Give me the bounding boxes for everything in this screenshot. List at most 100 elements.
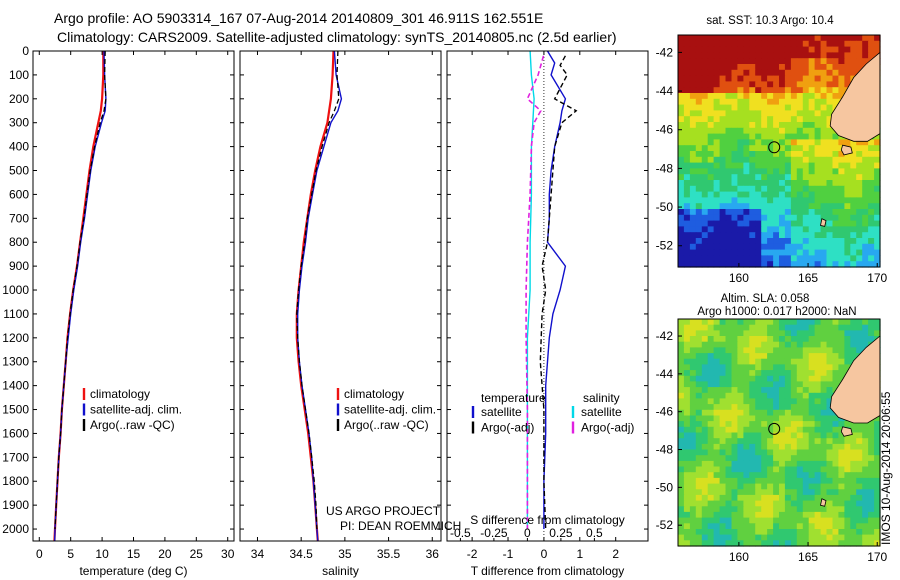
map-cell — [701, 494, 709, 502]
map-cell — [856, 214, 863, 222]
y-tick-label: 1600 — [2, 426, 29, 440]
map-cell — [773, 398, 780, 405]
map-cell — [713, 324, 721, 331]
map-cell — [713, 500, 721, 507]
map-cell — [701, 133, 709, 140]
map-cell — [725, 455, 732, 462]
map-cell — [850, 438, 857, 445]
map-cell — [850, 203, 857, 210]
map-cell — [790, 69, 798, 77]
map-cell — [725, 209, 732, 216]
map-cell — [808, 139, 816, 146]
map-cell — [773, 203, 780, 210]
map-cell — [701, 517, 709, 524]
y-tick-label: 1500 — [2, 403, 29, 417]
map-cell — [755, 387, 762, 394]
map-cell — [820, 529, 828, 536]
map-cell — [832, 432, 839, 439]
map-cell — [755, 415, 762, 422]
map-cell — [856, 449, 863, 456]
map-cell — [713, 443, 721, 451]
map-cell — [802, 347, 810, 354]
map-cell — [707, 421, 715, 428]
map-cell — [719, 398, 727, 405]
map-cell — [784, 58, 792, 65]
map-cell — [814, 324, 822, 331]
map-cell — [808, 409, 816, 417]
map-cell — [761, 353, 768, 360]
map-cell — [719, 127, 727, 135]
map-cell — [868, 421, 875, 428]
map-cell — [725, 133, 732, 140]
map-cell — [808, 472, 816, 479]
map-cell — [814, 455, 822, 462]
map-cell — [701, 209, 709, 216]
map-cell — [784, 214, 792, 222]
map-cell — [737, 358, 744, 365]
map-cell — [826, 168, 833, 175]
map-cell — [826, 404, 833, 411]
map-cell — [838, 168, 845, 175]
map-cell — [850, 261, 857, 268]
map-cell — [683, 185, 691, 193]
map-cell — [844, 353, 851, 360]
map-cell — [814, 443, 822, 451]
map-cell — [731, 477, 738, 485]
map-cell — [844, 226, 851, 233]
map-cell — [755, 472, 762, 479]
map-cell — [814, 511, 822, 519]
map-cell — [701, 472, 709, 479]
map-cell — [773, 69, 780, 77]
map-cell — [796, 341, 804, 348]
map-cell — [749, 261, 756, 268]
map-cell — [850, 162, 857, 169]
map-cell — [773, 156, 780, 164]
map-cell — [761, 336, 768, 343]
map-cell — [814, 415, 822, 422]
map-cell — [695, 404, 703, 411]
map-cell — [767, 443, 774, 451]
map-cell — [808, 534, 816, 541]
map-cell — [779, 523, 786, 530]
map-cell — [856, 168, 863, 175]
map-cell — [790, 220, 798, 227]
map-cell — [814, 336, 822, 343]
map-cell — [790, 40, 798, 48]
map-cell — [761, 358, 768, 365]
map-cell — [802, 353, 810, 360]
map-cell — [796, 449, 804, 456]
map-cell — [814, 110, 822, 117]
map-cell — [678, 203, 685, 210]
map-cell — [808, 220, 816, 227]
map-cell — [826, 387, 833, 394]
map-cell — [707, 324, 715, 331]
map-cell — [695, 52, 703, 59]
map-cell — [678, 151, 685, 158]
map-cell — [814, 52, 822, 59]
map-cell — [731, 98, 738, 106]
map-cell — [731, 398, 738, 405]
map-cell — [856, 534, 863, 541]
map-cell — [683, 116, 691, 123]
map-cell — [814, 364, 822, 371]
map-cell — [802, 398, 810, 405]
x-tick-label: 2 — [612, 547, 619, 561]
map-cell — [713, 243, 721, 251]
map-cell — [844, 209, 851, 216]
map-cell — [725, 185, 732, 193]
map-cell — [701, 122, 709, 129]
map-cell — [719, 249, 727, 256]
map-cell — [826, 226, 833, 233]
map-cell — [719, 133, 727, 140]
map-cell — [689, 261, 697, 268]
y-tick-label: 100 — [9, 68, 29, 82]
map-cell — [761, 185, 768, 193]
map-cell — [707, 58, 715, 65]
map-cell — [874, 494, 881, 502]
map-cell — [838, 220, 845, 227]
map-cell — [796, 249, 804, 256]
map-cell — [713, 110, 721, 117]
map-cell — [874, 330, 881, 337]
map-cell — [713, 127, 721, 135]
map-cell — [755, 341, 762, 348]
